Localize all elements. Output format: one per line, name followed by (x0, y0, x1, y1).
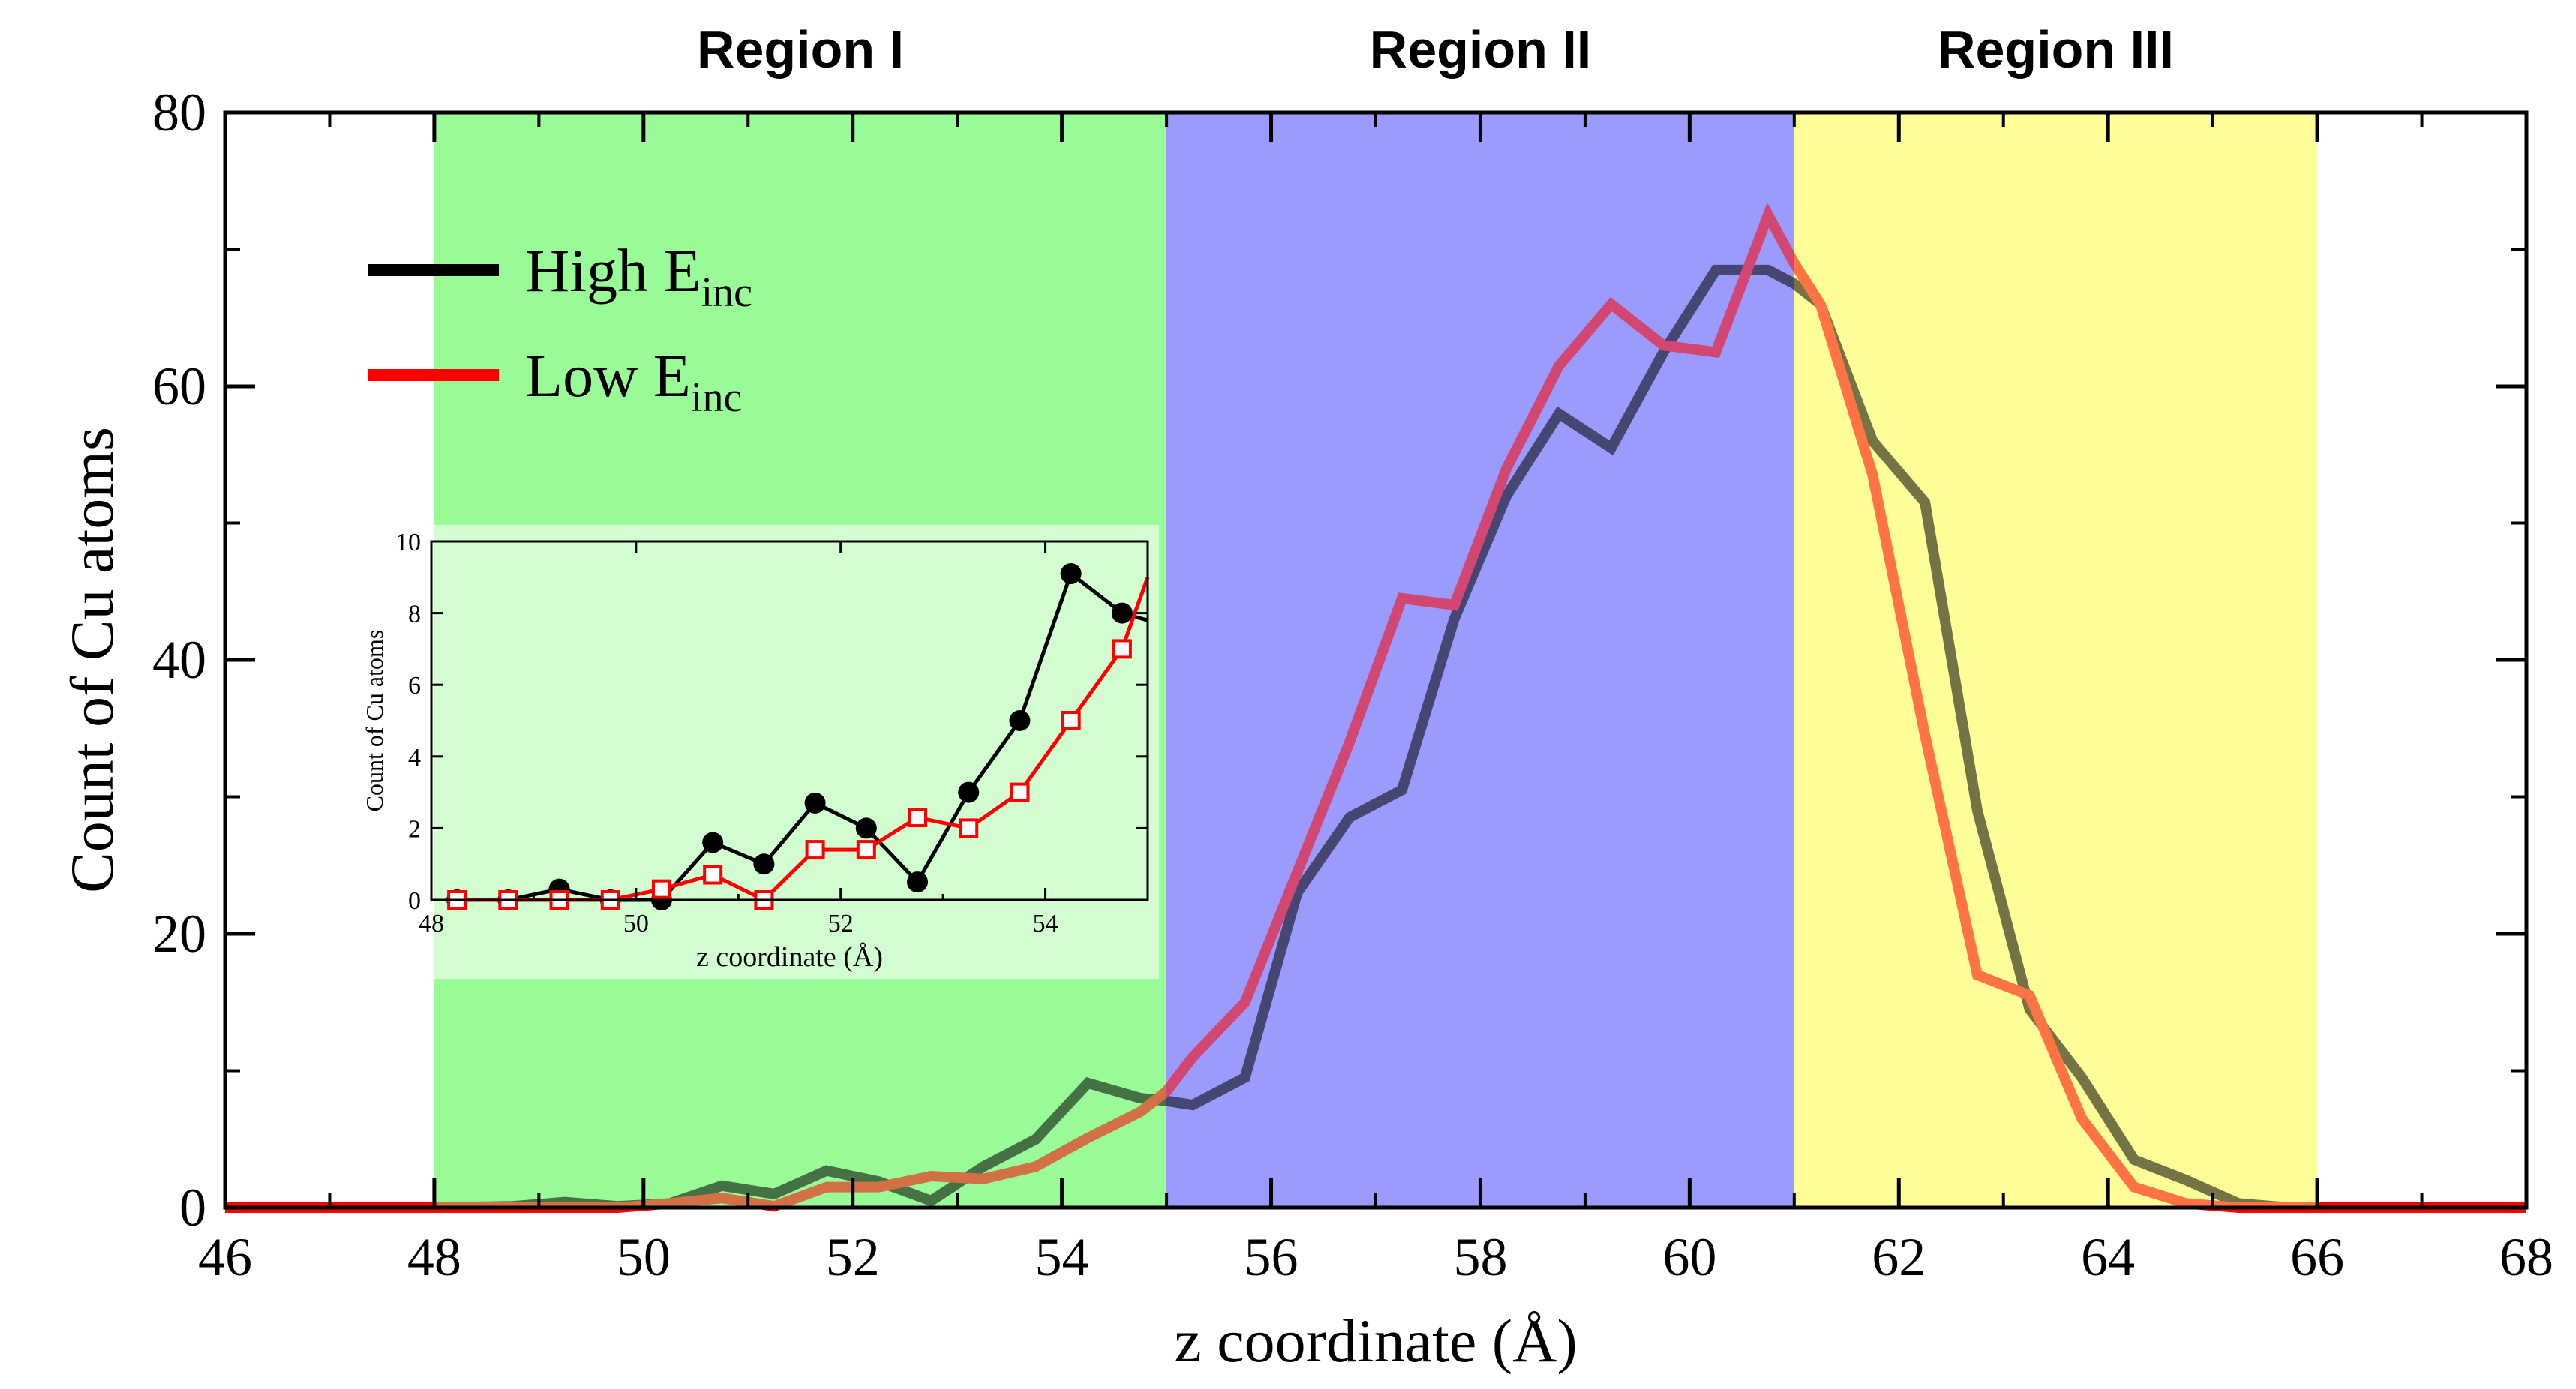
inset-marker-low-einc (959, 818, 979, 838)
inset-marker-low-einc (1061, 711, 1081, 730)
inset-marker-low-einc (856, 840, 876, 860)
x-tick-label: 54 (1035, 1227, 1089, 1287)
legend-sub: inc (691, 374, 742, 421)
inset-marker-low-einc (651, 879, 671, 899)
inset-x-tick-label: 52 (828, 910, 854, 938)
inset-x-tick-label: 50 (623, 910, 649, 938)
y-tick-label: 20 (152, 904, 206, 964)
inset-chart: 48 50 52 54 0 2 4 6 8 10 z coordinate (Å) Count of … (361, 529, 1150, 973)
x-tick-label: 58 (1453, 1227, 1507, 1287)
inset-marker-high-einc (753, 854, 775, 875)
inset-marker-high-einc (1111, 602, 1133, 624)
x-tick-label: 52 (826, 1227, 880, 1287)
inset-y-tick-label: 10 (395, 529, 421, 556)
inset-x-axis-label: z coordinate (Å) (696, 941, 883, 973)
y-tick-label: 60 (152, 356, 206, 416)
inset-x-tick-label: 48 (419, 910, 444, 938)
region-title-2: Region II (1370, 20, 1592, 79)
inset-y-tick-label: 8 (408, 601, 421, 628)
region-title-1: Region I (697, 20, 904, 79)
region-band-3 (1794, 112, 2318, 1208)
inset-marker-high-einc (1060, 563, 1082, 585)
region-band-2 (1166, 112, 1794, 1208)
inset-marker-low-einc (1112, 639, 1132, 659)
legend-label-1: High Einc (525, 236, 752, 316)
legend-label-2: Low Einc (525, 341, 742, 421)
region-title-3: Region III (1938, 20, 2174, 79)
region-overlays (434, 112, 2318, 1208)
inset-y-tick-label: 4 (408, 744, 421, 772)
inset-y-tick-label: 2 (408, 815, 421, 843)
inset-marker-low-einc (1010, 782, 1030, 802)
x-tick-label: 56 (1244, 1227, 1299, 1287)
y-tick-label: 0 (179, 1178, 206, 1238)
x-axis-label: z coordinate (Å) (1174, 1306, 1577, 1375)
legend-name: High E (525, 236, 701, 304)
inset-marker-high-einc (907, 872, 929, 893)
inset-marker-high-einc (804, 792, 826, 814)
x-tick-label: 46 (198, 1227, 252, 1287)
series-line-low-einc (225, 202, 2526, 1213)
region-overlay-2 (1166, 112, 1794, 1208)
main-labels: z coordinate (Å) Count of Cu atoms Region … (58, 20, 2174, 1375)
inset-marker-high-einc (855, 818, 877, 839)
inset-marker-high-einc (702, 832, 724, 854)
y-axis-label: Count of Cu atoms (58, 427, 126, 893)
x-tick-label: 64 (2081, 1227, 2135, 1287)
x-tick-label: 62 (1872, 1227, 1926, 1287)
inset-x-tick-label: 54 (1033, 910, 1058, 938)
inset-y-axis-label: Count of Cu atoms (361, 630, 388, 812)
x-tick-label: 60 (1662, 1227, 1716, 1287)
x-tick-label: 68 (2499, 1227, 2553, 1287)
inset-y-tick-label: 6 (408, 672, 421, 700)
inset-marker-high-einc (958, 782, 980, 803)
inset-frame (430, 540, 1149, 902)
region-overlay-1 (434, 112, 1167, 1208)
x-tick-label: 48 (407, 1227, 461, 1287)
inset-marker-low-einc (805, 840, 825, 860)
legend-sub: inc (701, 269, 752, 316)
region-overlay-3 (1794, 112, 2318, 1208)
legend-name: Low E (525, 341, 691, 410)
y-tick-label: 40 (152, 630, 206, 690)
inset-marker-low-einc (703, 865, 723, 885)
inset-marker-low-einc (908, 808, 928, 828)
series-line-high-einc (225, 264, 2526, 1213)
x-tick-label: 66 (2290, 1227, 2344, 1287)
y-tick-label: 80 (152, 82, 206, 142)
inset-marker-high-einc (1009, 710, 1031, 731)
main-series (225, 202, 2526, 1213)
x-tick-label: 50 (617, 1227, 671, 1287)
inset-y-tick-label: 0 (408, 887, 421, 915)
